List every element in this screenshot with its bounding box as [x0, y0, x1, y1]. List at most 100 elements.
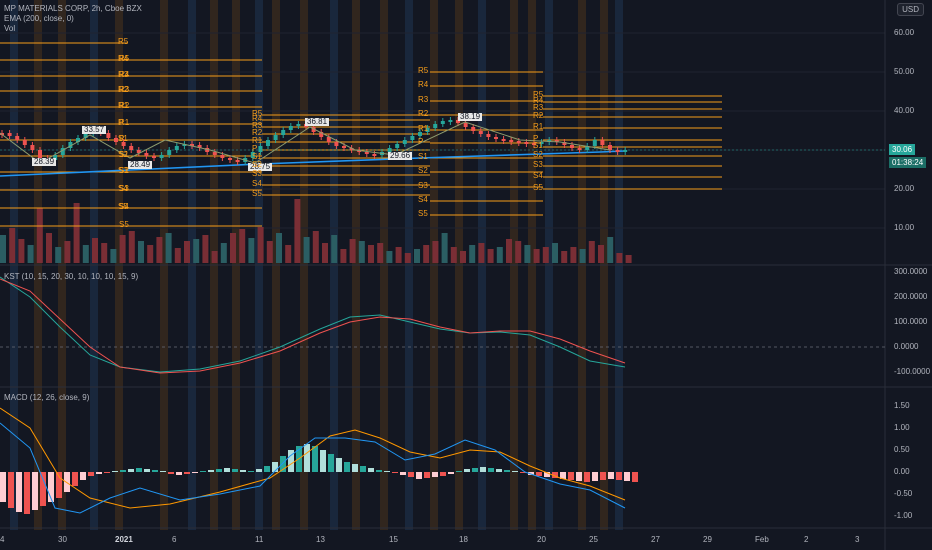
candle	[68, 142, 73, 148]
axis-tick: -1.00	[894, 511, 913, 520]
candle	[387, 148, 392, 152]
candle	[190, 144, 194, 146]
macd-histogram-bar	[368, 468, 374, 472]
volume-bar	[469, 245, 476, 263]
pivot-label: S5	[118, 202, 128, 211]
macd-histogram-bar	[536, 472, 542, 476]
time-tick: 30	[58, 535, 67, 544]
countdown-tag: 01:38:24	[889, 157, 927, 168]
time-tick: 4	[0, 535, 5, 544]
kst-pane[interactable]	[0, 267, 885, 387]
pivot-label: S1	[118, 134, 128, 143]
pivot-label: R5	[119, 54, 130, 63]
pivot-label: S4	[533, 171, 543, 180]
pivot-label: S4	[118, 184, 128, 193]
candle	[197, 145, 202, 148]
macd-histogram-bar	[280, 456, 286, 472]
macd-histogram-bar	[320, 450, 326, 472]
pivot-label: S1	[119, 150, 129, 159]
candle	[395, 144, 400, 148]
pivot-label: R2	[418, 109, 429, 118]
axis-tick: 0.00	[894, 467, 910, 476]
macd-histogram-bar	[344, 462, 350, 472]
candle	[448, 120, 453, 122]
macd-histogram-bar	[40, 472, 46, 506]
pivot-label: R4	[533, 96, 544, 105]
pivot-label: R5	[418, 66, 429, 75]
macd-histogram-bar	[48, 472, 54, 502]
pivot-label: S5	[418, 209, 428, 218]
macd-histogram-bar	[392, 472, 398, 473]
volume-bar	[322, 243, 328, 263]
candle	[433, 124, 438, 128]
macd-histogram-bar	[96, 472, 102, 474]
kst-signal-line	[0, 276, 626, 373]
volume-bar	[515, 241, 522, 263]
macd-histogram-bar	[128, 469, 134, 472]
volume-bar	[598, 245, 604, 263]
candle	[326, 137, 331, 142]
candle	[364, 152, 369, 154]
pivot-label: R5	[252, 109, 263, 118]
macd-legend: MACD (12, 26, close, 9)	[4, 393, 90, 402]
pivot-label: P	[252, 144, 258, 153]
macd-histogram-bar	[56, 472, 62, 498]
volume-bar	[533, 249, 540, 263]
swing-label: 33.57	[82, 125, 107, 134]
macd-histogram-bar	[504, 470, 510, 472]
time-tick: 25	[589, 535, 598, 544]
currency-button[interactable]: USD	[897, 3, 924, 16]
macd-histogram-bar	[376, 470, 382, 472]
candle	[296, 124, 301, 126]
candle	[532, 143, 536, 145]
macd-histogram-bar	[568, 472, 574, 480]
axis-tick: 20.00	[894, 184, 915, 193]
axis-tick: -100.0000	[894, 367, 931, 376]
candle	[486, 134, 491, 137]
macd-histogram-bar	[360, 466, 366, 472]
volume-bar	[404, 253, 411, 263]
price-pane[interactable]	[0, 0, 885, 265]
macd-histogram-bar	[88, 472, 94, 476]
candle	[600, 140, 605, 145]
volume-bar	[616, 253, 623, 263]
macd-histogram-bar	[408, 472, 414, 477]
macd-histogram-bar	[584, 472, 590, 482]
candle	[311, 127, 316, 132]
pivot-label: S4	[252, 179, 262, 188]
candle	[212, 152, 217, 155]
macd-histogram-bar	[16, 472, 22, 512]
candle	[38, 150, 42, 158]
volume-bar	[101, 243, 108, 263]
macd-pane[interactable]	[0, 388, 885, 528]
axis-tick: 100.0000	[894, 317, 928, 326]
time-tick: 2021	[115, 535, 133, 544]
volume-bar	[266, 241, 273, 263]
pivot-label: R3	[252, 121, 263, 130]
volume-bar	[460, 251, 466, 263]
candle	[228, 158, 232, 160]
pivot-label: P	[119, 134, 125, 143]
candle	[76, 138, 80, 142]
pivot-label: R4	[418, 80, 429, 89]
volume-bar	[432, 241, 439, 263]
macd-histogram-bar	[152, 470, 158, 472]
candle	[592, 140, 597, 146]
volume-bar	[570, 247, 577, 263]
volume-bar	[147, 245, 154, 263]
swing-label: 36.81	[305, 117, 330, 126]
pivot-label: S3	[118, 166, 128, 175]
axis-tick: 200.0000	[894, 292, 928, 301]
volume-bar	[174, 248, 181, 263]
macd-histogram-bar	[464, 469, 470, 472]
macd-histogram-bar	[256, 469, 262, 472]
main-legend: MP MATERIALS CORP, 2h, Cboe BZX EMA (200…	[4, 4, 142, 34]
volume-bar	[441, 233, 448, 263]
candle	[334, 142, 339, 146]
volume-bar	[395, 247, 402, 263]
volume-bar	[377, 243, 384, 263]
pivot-label: S2	[119, 166, 129, 175]
pivot-label: R1	[418, 124, 429, 133]
pivot-label: R2	[119, 101, 130, 110]
macd-histogram-bar	[200, 471, 206, 472]
